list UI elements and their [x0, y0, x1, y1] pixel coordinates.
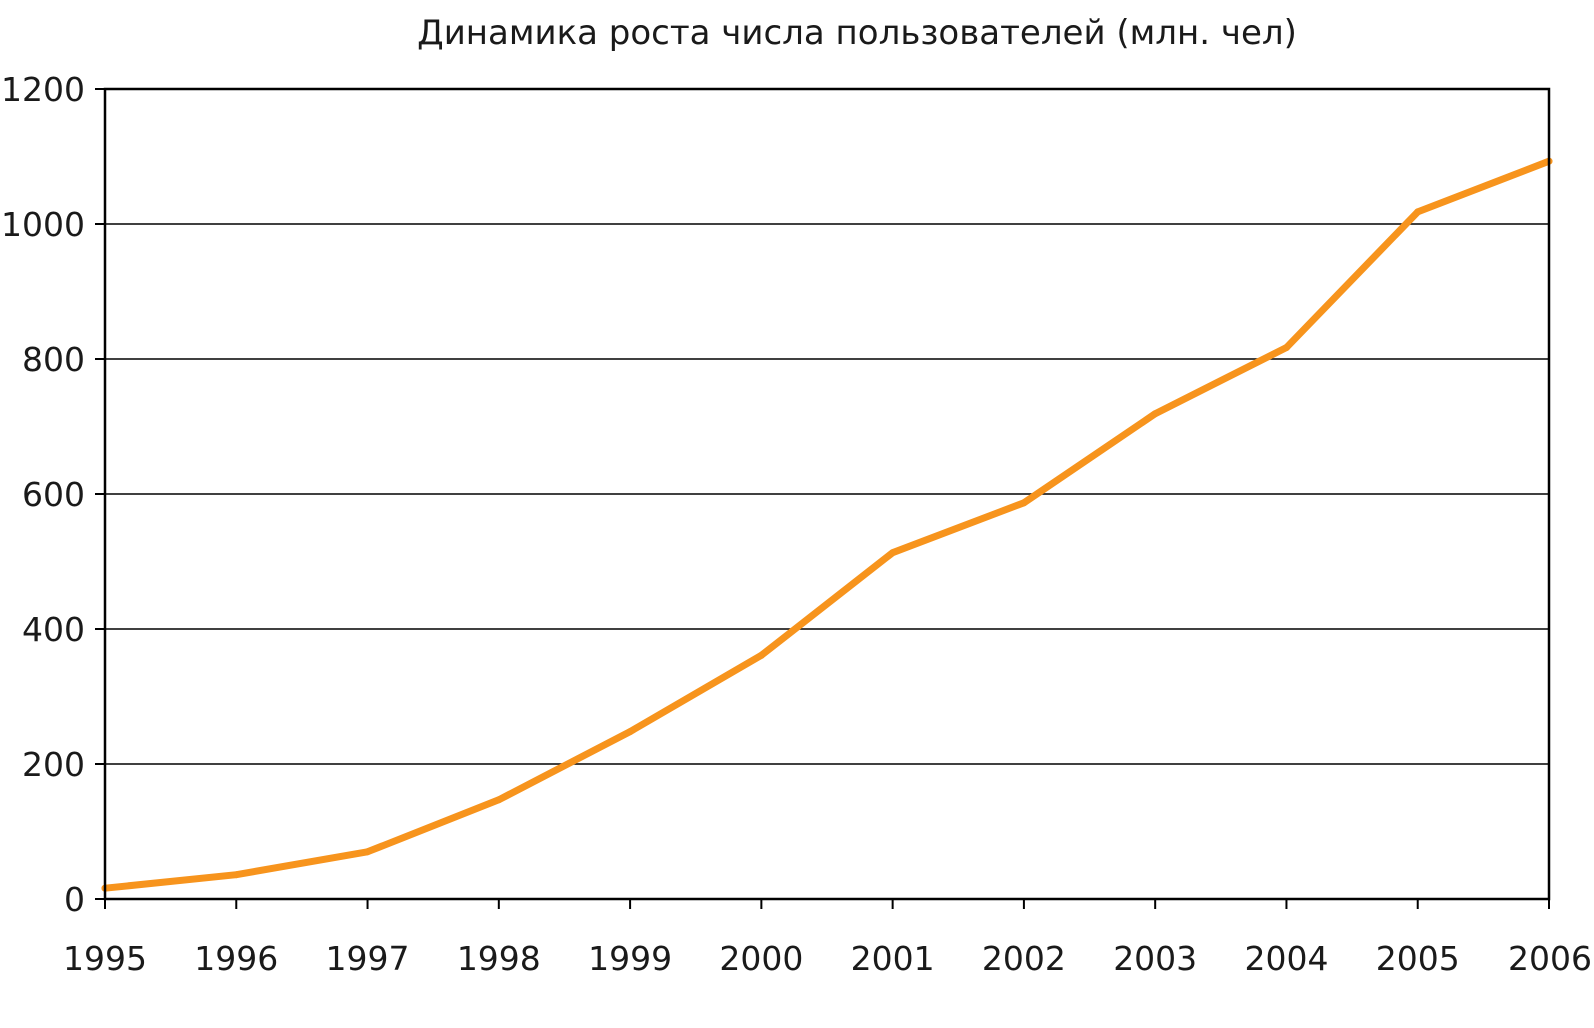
y-tick-label: 400	[22, 610, 85, 649]
data-point	[757, 651, 765, 659]
x-tick-label: 1998	[457, 939, 541, 978]
x-tick-label: 1997	[326, 939, 410, 978]
y-tick-label: 600	[22, 475, 85, 514]
x-axis: 1995 1996 1997 1998 1999 2000 2001 2002 2003 2004…	[63, 899, 1592, 978]
data-point	[232, 871, 240, 879]
y-tick-label: 800	[22, 340, 85, 379]
data-point	[626, 728, 634, 736]
y-tick-label: 0	[64, 880, 85, 919]
data-point	[495, 796, 503, 804]
x-tick-label: 2003	[1113, 939, 1197, 978]
series-line	[101, 157, 1553, 892]
x-tick-label: 2000	[719, 939, 803, 978]
x-tick-label: 2002	[982, 939, 1066, 978]
data-point	[889, 549, 897, 557]
x-tick-label: 2005	[1376, 939, 1460, 978]
y-axis: 0 200 400 600 800 1000 1200	[1, 70, 105, 919]
x-tick-label: 2004	[1244, 939, 1328, 978]
x-tick-label: 2006	[1508, 939, 1592, 978]
x-tick-label: 2001	[851, 939, 935, 978]
y-tick-label: 200	[22, 745, 85, 784]
gridlines	[105, 223, 1549, 765]
data-point	[1283, 344, 1290, 351]
y-tick-label: 1000	[1, 205, 85, 244]
data-point	[1151, 410, 1159, 418]
chart-title: Динамика роста числа пользователей (млн.…	[417, 13, 1297, 53]
data-point	[1414, 208, 1422, 216]
series-layer	[101, 157, 1553, 892]
x-tick-label: 1995	[63, 939, 147, 978]
data-point	[364, 848, 371, 856]
x-tick-label: 1999	[588, 939, 672, 978]
y-tick-label: 1200	[1, 70, 85, 109]
x-tick-label: 1996	[194, 939, 278, 978]
data-point	[1020, 499, 1028, 507]
